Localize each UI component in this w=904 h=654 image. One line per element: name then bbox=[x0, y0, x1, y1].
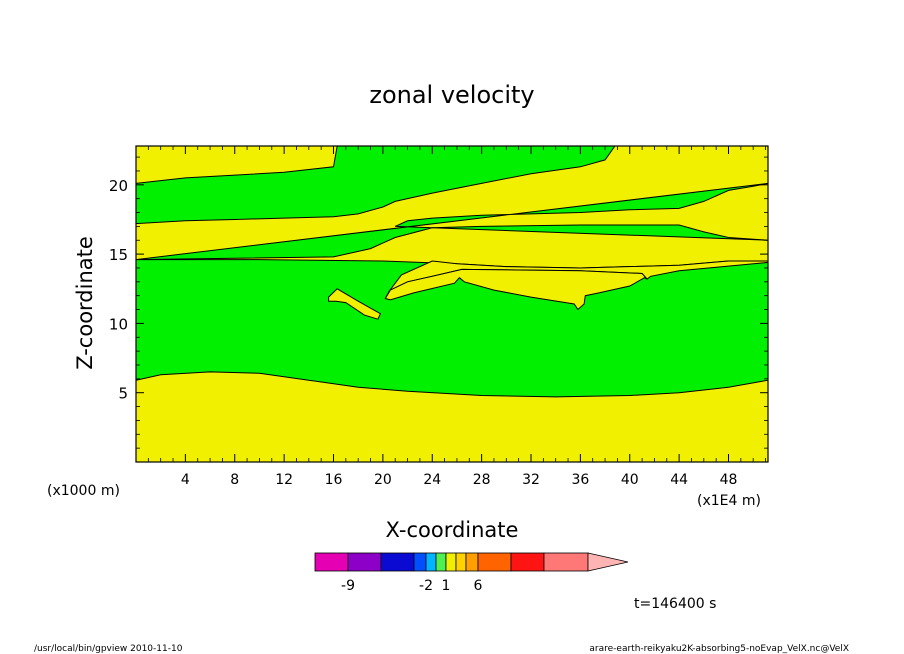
colorbar-segment bbox=[445, 552, 457, 572]
contour-bands bbox=[135, 145, 769, 398]
colorbar-segment bbox=[413, 552, 427, 572]
plot-frame bbox=[135, 145, 769, 463]
x-tick-label: 24 bbox=[423, 472, 441, 488]
x-tick-label: 36 bbox=[571, 472, 589, 488]
x-tick-label: 28 bbox=[473, 472, 491, 488]
x-unit-left: (x1000 m) bbox=[47, 483, 120, 499]
colorbar-segment bbox=[425, 552, 437, 572]
y-axis-ticks: 5 10 15 20 bbox=[109, 156, 768, 449]
colorbar-label: 1 bbox=[442, 578, 451, 594]
x-tick-label: 12 bbox=[275, 472, 293, 488]
footer-left: /usr/local/bin/gpview 2010-11-10 bbox=[34, 644, 183, 654]
colorbar: -9 -2 1 6 bbox=[314, 552, 629, 594]
colorbar-segment bbox=[380, 552, 415, 572]
colorbar-segment bbox=[347, 552, 382, 572]
x-tick-label: 16 bbox=[325, 472, 343, 488]
y-tick-label: 10 bbox=[109, 315, 128, 333]
x-tick-label: 32 bbox=[522, 472, 540, 488]
y-tick-label: 20 bbox=[109, 177, 128, 195]
colorbar-segment bbox=[455, 552, 467, 572]
colorbar-label: 6 bbox=[474, 578, 483, 594]
x-tick-label: 4 bbox=[181, 472, 190, 488]
y-tick-label: 15 bbox=[109, 246, 128, 264]
colorbar-arrow bbox=[587, 552, 629, 572]
x-tick-label: 48 bbox=[720, 472, 738, 488]
colorbar-segment bbox=[477, 552, 512, 572]
x-tick-label: 44 bbox=[670, 472, 688, 488]
y-tick-label: 5 bbox=[118, 385, 128, 403]
colorbar-segment bbox=[543, 552, 589, 572]
x-axis-ticks: 4 8 12 16 20 24 28 32 36 40 44 48 bbox=[135, 146, 766, 488]
chart-title: zonal velocity bbox=[369, 81, 534, 109]
colorbar-segment bbox=[465, 552, 479, 572]
contour-island-1 bbox=[328, 288, 382, 320]
time-label: t=146400 s bbox=[634, 596, 716, 612]
footer-right: arare-earth-reikyaku2K-absorbing5-noEvap… bbox=[589, 644, 849, 654]
x-tick-label: 8 bbox=[230, 472, 239, 488]
colorbar-segment bbox=[435, 552, 447, 572]
colorbar-label: -9 bbox=[341, 578, 355, 594]
colorbar-segment bbox=[510, 552, 545, 572]
y-axis-label: Z-coordinate bbox=[73, 236, 97, 370]
contour-band-1 bbox=[135, 145, 616, 225]
contour-island-3 bbox=[384, 268, 648, 311]
colorbar-segment bbox=[314, 552, 349, 572]
x-unit-right: (x1E4 m) bbox=[697, 493, 761, 509]
colorbar-label: -2 bbox=[419, 578, 433, 594]
x-axis-label: X-coordinate bbox=[386, 518, 519, 542]
x-tick-label: 40 bbox=[621, 472, 639, 488]
x-tick-label: 20 bbox=[374, 472, 392, 488]
